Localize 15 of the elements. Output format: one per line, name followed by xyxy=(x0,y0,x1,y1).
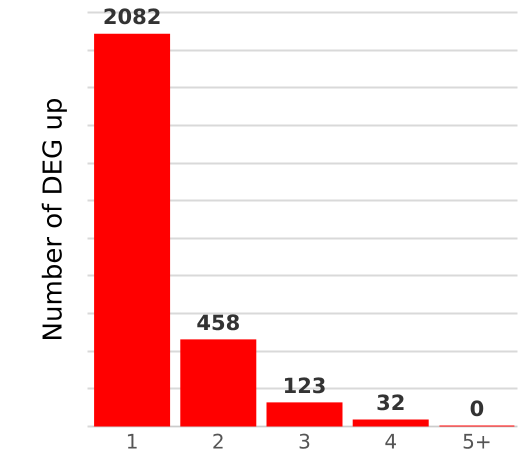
x-tick-label: 4 xyxy=(384,430,398,454)
data-label: 32 xyxy=(376,390,406,415)
data-label: 2082 xyxy=(102,5,162,30)
y-axis-title: Number of DEG up xyxy=(38,98,68,342)
data-label: 0 xyxy=(470,397,484,421)
data-label: 458 xyxy=(196,310,240,335)
x-tick-label: 5+ xyxy=(462,430,492,454)
data-label: 123 xyxy=(282,374,326,398)
bar xyxy=(266,402,342,426)
x-tick-label: 3 xyxy=(298,430,311,454)
bar xyxy=(352,419,429,426)
x-tick-label: 2 xyxy=(212,430,225,454)
x-tick-label: 1 xyxy=(126,430,138,454)
bar xyxy=(94,34,170,426)
bar xyxy=(180,339,256,426)
